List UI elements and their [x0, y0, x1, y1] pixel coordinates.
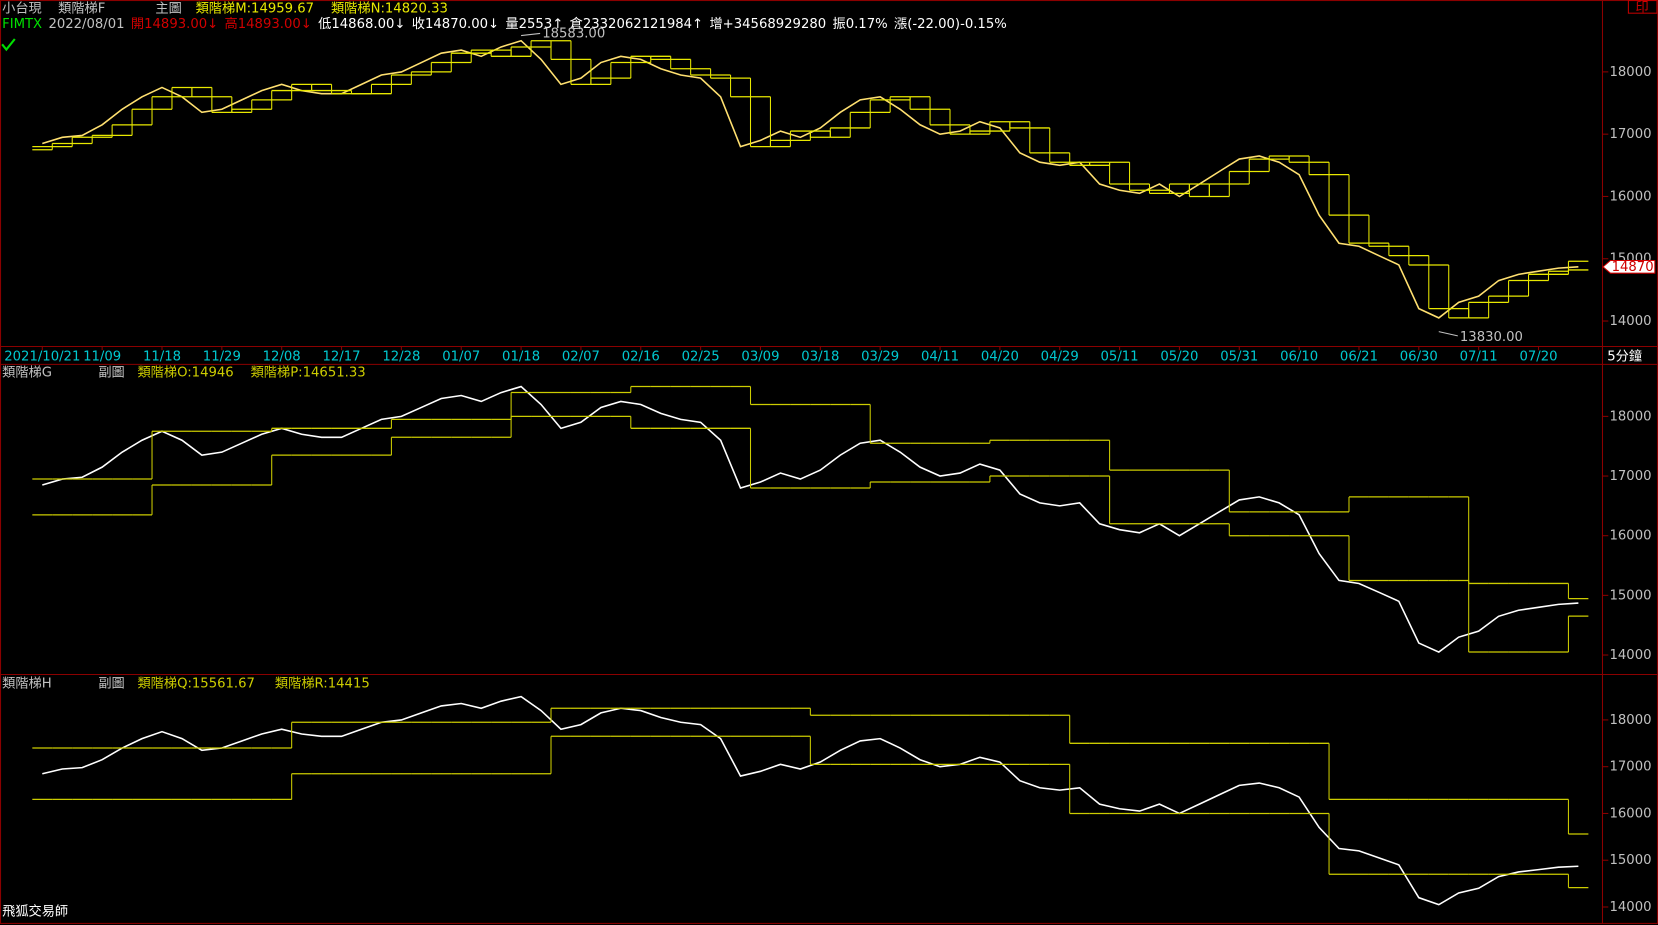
x-tick-label: 12/28 — [382, 350, 420, 365]
x-tick-label: 02/07 — [562, 350, 600, 365]
legend-entry: 類階梯R:14415 — [275, 675, 370, 691]
x-tick-label: 12/08 — [263, 350, 301, 365]
quote-item: 開14893.00↓ — [131, 17, 218, 32]
x-tick-label: 03/09 — [741, 350, 779, 365]
last-price-label: 14870 — [1612, 260, 1654, 275]
y-tick-label: 18000 — [1610, 409, 1652, 424]
pane-label: 副圖 — [98, 364, 124, 380]
legend-entry: 類階梯M:14959.67 — [196, 0, 314, 16]
annotation-leader — [1438, 331, 1458, 337]
check-icon — [1, 38, 16, 52]
y-tick-label: 17000 — [1610, 469, 1652, 484]
annotation: 13830.00 — [1460, 330, 1523, 345]
y-tick-label: 17000 — [1610, 127, 1652, 142]
pane-label: 副圖 — [98, 675, 124, 691]
x-tick-label: 06/10 — [1280, 350, 1318, 365]
y-tick-label: 14000 — [1610, 648, 1652, 663]
quote-item: 2022/08/01 — [48, 17, 124, 32]
print-button[interactable] — [1627, 0, 1658, 14]
x-tick-label: 02/16 — [622, 350, 660, 365]
x-tick-label: 03/29 — [861, 350, 899, 365]
y-tick-label: 16000 — [1610, 529, 1652, 544]
pane-title: 小台現 — [2, 0, 42, 16]
annotation-leader — [521, 32, 541, 37]
y-tick-label: 16000 — [1610, 189, 1652, 204]
y-tick-label: 16000 — [1610, 806, 1652, 821]
y-tick-label: 15000 — [1610, 853, 1652, 868]
pane-title: 類階梯H — [2, 675, 52, 691]
pane-title: 類階梯G — [2, 364, 52, 380]
x-tick-label: 04/20 — [981, 350, 1019, 365]
x-tick-label: 11/09 — [83, 350, 121, 365]
x-tick-label: 06/21 — [1340, 350, 1378, 365]
y-tick-label: 18000 — [1610, 65, 1652, 80]
quote-item: 增+34568929280 — [709, 16, 826, 32]
quote-item: FIMTX — [2, 17, 42, 32]
x-tick-label: 12/17 — [323, 350, 361, 365]
x-tick-label: 04/29 — [1041, 350, 1079, 365]
quote-item: 漲(-22.00)-0.15% — [894, 16, 1007, 32]
quote-item: 低14868.00↓ — [318, 16, 405, 32]
price-line — [42, 385, 1579, 653]
x-tick-label: 05/20 — [1160, 350, 1198, 365]
legend-entry: 類階梯Q:15561.67 — [137, 675, 254, 691]
y-tick-label: 18000 — [1610, 713, 1652, 728]
print-icon[interactable]: 印 — [1636, 0, 1649, 15]
legend-entry: 類階梯O:14946 — [137, 364, 233, 380]
watermark: 飛狐交易師 — [2, 902, 68, 919]
x-tick-label: 11/29 — [203, 350, 241, 365]
indicator-name: 類階梯F — [58, 0, 105, 16]
x-tick-label: 11/18 — [143, 350, 181, 365]
pane-label: 主圖 — [155, 0, 181, 16]
x-tick-label: 2021/10/21 — [4, 350, 80, 365]
legend-entry: 類階梯N:14820.33 — [331, 0, 448, 16]
y-tick-label: 17000 — [1610, 760, 1652, 775]
x-tick-label: 01/18 — [502, 350, 540, 365]
x-tick-label: 05/11 — [1101, 350, 1139, 365]
legend-entry: 類階梯P:14651.33 — [251, 364, 366, 380]
quote-item: 高14893.00↓ — [225, 15, 312, 32]
quote-item: 量2553↑ — [505, 16, 563, 32]
period-label[interactable]: 5分鐘 — [1607, 348, 1642, 365]
x-tick-label: 04/11 — [921, 350, 959, 365]
quote-line: FIMTX 2022/08/01 開14893.00↓ 高14893.00↓ 低1486… — [2, 15, 1007, 32]
x-tick-label: 07/20 — [1519, 350, 1557, 365]
y-tick-label: 14000 — [1610, 314, 1652, 329]
annotation: 18583.00 — [542, 26, 605, 41]
last-price-pointer — [1602, 259, 1656, 274]
quote-item: 倉2332062121984↑ — [570, 16, 703, 32]
x-tick-label: 02/25 — [682, 350, 720, 365]
quote-item: 振0.17% — [833, 16, 888, 32]
price-line — [42, 695, 1579, 906]
x-tick-label: 03/18 — [801, 350, 839, 365]
x-tick-label: 01/07 — [442, 350, 480, 365]
y-tick-label: 15000 — [1610, 588, 1652, 603]
y-tick-label: 14000 — [1610, 900, 1652, 915]
x-tick-label: 06/30 — [1400, 350, 1438, 365]
x-tick-label: 07/11 — [1460, 350, 1498, 365]
x-tick-label: 05/31 — [1220, 350, 1258, 365]
quote-item: 收14870.00↓ — [412, 16, 499, 32]
